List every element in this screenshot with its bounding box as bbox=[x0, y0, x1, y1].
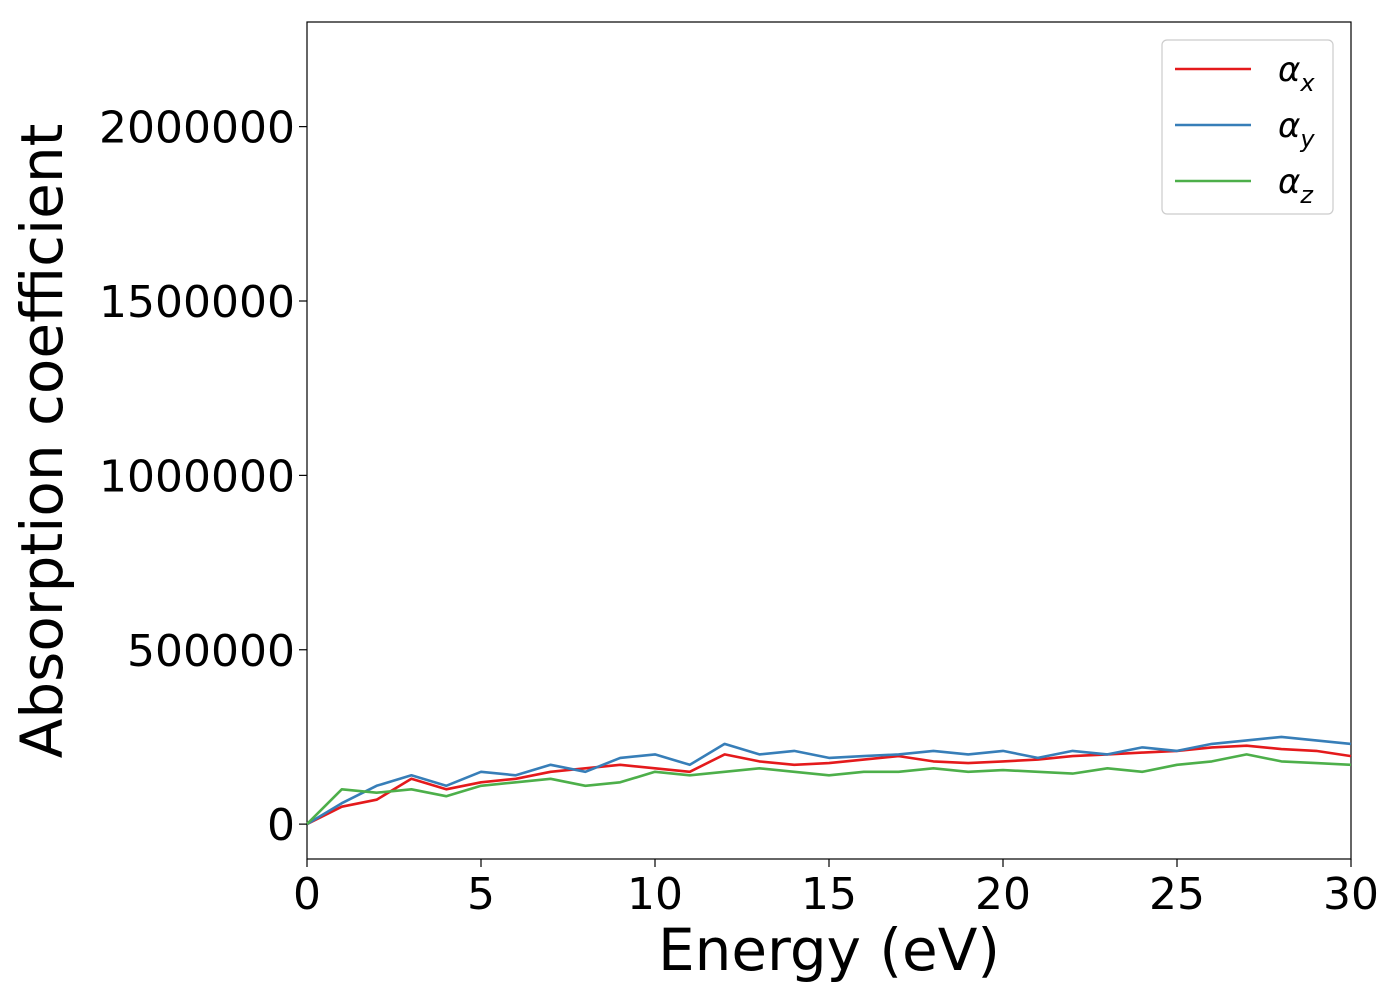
legend-subscript-z: z bbox=[1299, 181, 1314, 209]
x-axis-ticks: 0 5 10 15 20 25 30 bbox=[293, 859, 1379, 920]
x-tick-label: 25 bbox=[1149, 869, 1205, 920]
y-tick-label: 2000000 bbox=[99, 103, 295, 154]
x-tick-label: 15 bbox=[801, 869, 857, 920]
legend-subscript-x: x bbox=[1299, 69, 1315, 97]
legend-subscript-y: y bbox=[1299, 125, 1315, 153]
legend-box bbox=[1161, 39, 1334, 215]
y-tick-label: 500000 bbox=[127, 626, 295, 677]
y-tick-label: 1500000 bbox=[99, 277, 295, 328]
x-tick-label: 0 bbox=[293, 869, 321, 920]
x-tick-label: 5 bbox=[467, 869, 495, 920]
y-axis-ticks: 0 500000 1000000 1500000 2000000 bbox=[99, 103, 307, 851]
series-group bbox=[306, 735, 1352, 826]
y-tick-label: 1000000 bbox=[99, 451, 295, 502]
series-line-z bbox=[306, 753, 1352, 826]
y-tick-label: 0 bbox=[267, 800, 295, 851]
y-axis-title: Absorption coefficient bbox=[8, 124, 76, 759]
x-tick-label: 30 bbox=[1323, 869, 1379, 920]
series-line-y bbox=[306, 735, 1352, 826]
x-tick-label: 20 bbox=[975, 869, 1031, 920]
x-tick-label: 10 bbox=[627, 869, 683, 920]
x-axis-title: Energy (eV) bbox=[658, 916, 1000, 984]
